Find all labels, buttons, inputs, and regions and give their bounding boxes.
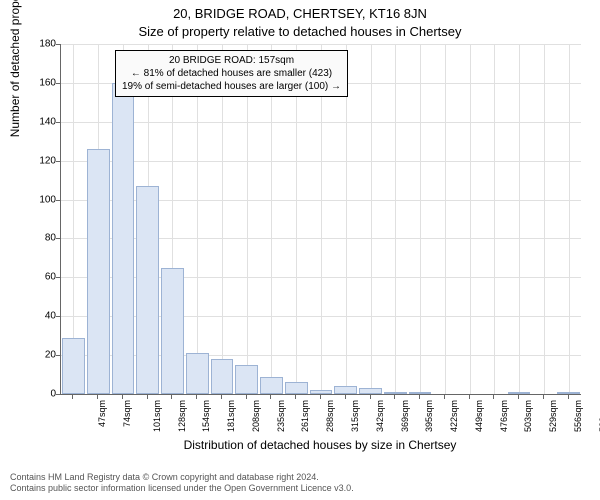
ytick-label: 40 [26,311,56,322]
xtick-mark [444,394,445,399]
x-axis-label: Distribution of detached houses by size … [60,438,580,452]
ytick-label: 100 [26,194,56,205]
xtick-label: 342sqm [375,400,385,432]
xtick-mark [518,394,519,399]
gridline-v [420,44,421,394]
xtick-label: 47sqm [97,400,107,427]
xtick-label: 288sqm [325,400,335,432]
gridline-v [371,44,372,394]
ytick-label: 160 [26,77,56,88]
xtick-label: 556sqm [573,400,583,432]
histogram-bar [285,382,308,394]
xtick-mark [295,394,296,399]
xtick-label: 101sqm [152,400,162,432]
histogram-bar [87,149,110,394]
xtick-mark [419,394,420,399]
histogram-bar [136,186,159,394]
xtick-label: 422sqm [449,400,459,432]
gridline-v [445,44,446,394]
ytick-label: 140 [26,116,56,127]
xtick-mark [543,394,544,399]
xtick-mark [370,394,371,399]
annotation-line-1: 20 BRIDGE ROAD: 157sqm [122,54,341,67]
chart-title: 20, BRIDGE ROAD, CHERTSEY, KT16 8JN [0,6,600,21]
gridline-v [544,44,545,394]
xtick-label: 529sqm [548,400,558,432]
xtick-mark [394,394,395,399]
x-ticks: 47sqm 74sqm 101sqm 128sqm 154sqm 181sqm 208sqm… [60,394,580,438]
ytick-label: 180 [26,39,56,50]
ytick-label: 0 [26,389,56,400]
gridline-v [569,44,570,394]
footer-line-2: Contains public sector information licen… [10,483,354,494]
histogram-bar [211,359,234,394]
ytick-label: 120 [26,155,56,166]
xtick-label: 315sqm [350,400,360,432]
xtick-label: 181sqm [226,400,236,432]
footer-line-1: Contains HM Land Registry data © Crown c… [10,472,354,483]
xtick-label: 235sqm [276,400,286,432]
gridline-v [494,44,495,394]
histogram-bar [334,386,357,394]
xtick-label: 261sqm [301,400,311,432]
xtick-mark [221,394,222,399]
histogram-bar [161,268,184,394]
ytick-label: 80 [26,233,56,244]
xtick-mark [171,394,172,399]
annotation-line-2: ← 81% of detached houses are smaller (42… [122,67,341,80]
histogram-bar [112,83,135,394]
xtick-mark [196,394,197,399]
annotation-line-3: 19% of semi-detached houses are larger (… [122,80,341,93]
xtick-label: 476sqm [499,400,509,432]
chart-subtitle: Size of property relative to detached ho… [0,24,600,39]
footer-text: Contains HM Land Registry data © Crown c… [10,472,354,494]
xtick-label: 395sqm [424,400,434,432]
xtick-mark [345,394,346,399]
xtick-mark [568,394,569,399]
xtick-mark [122,394,123,399]
histogram-bar [235,365,258,394]
xtick-label: 74sqm [122,400,132,427]
xtick-mark [72,394,73,399]
plot-area: 20 BRIDGE ROAD: 157sqm ← 81% of detached… [60,44,581,395]
y-ticks: 020406080100120140160180 [24,44,60,394]
xtick-label: 208sqm [251,400,261,432]
xtick-mark [147,394,148,399]
xtick-label: 449sqm [474,400,484,432]
annotation-box: 20 BRIDGE ROAD: 157sqm ← 81% of detached… [115,50,348,97]
xtick-label: 154sqm [201,400,211,432]
xtick-mark [97,394,98,399]
gridline-v [470,44,471,394]
histogram-bar [186,353,209,394]
xtick-mark [493,394,494,399]
xtick-label: 369sqm [400,400,410,432]
gridline-v [395,44,396,394]
ytick-label: 60 [26,272,56,283]
xtick-mark [270,394,271,399]
ytick-label: 20 [26,350,56,361]
histogram-bar [62,338,85,394]
gridline-v [519,44,520,394]
chart-container: 20, BRIDGE ROAD, CHERTSEY, KT16 8JN Size… [0,0,600,500]
histogram-bar [260,377,283,395]
xtick-label: 503sqm [523,400,533,432]
xtick-mark [469,394,470,399]
y-axis-label: Number of detached properties [8,0,22,137]
xtick-label: 128sqm [177,400,187,432]
xtick-mark [320,394,321,399]
xtick-mark [246,394,247,399]
